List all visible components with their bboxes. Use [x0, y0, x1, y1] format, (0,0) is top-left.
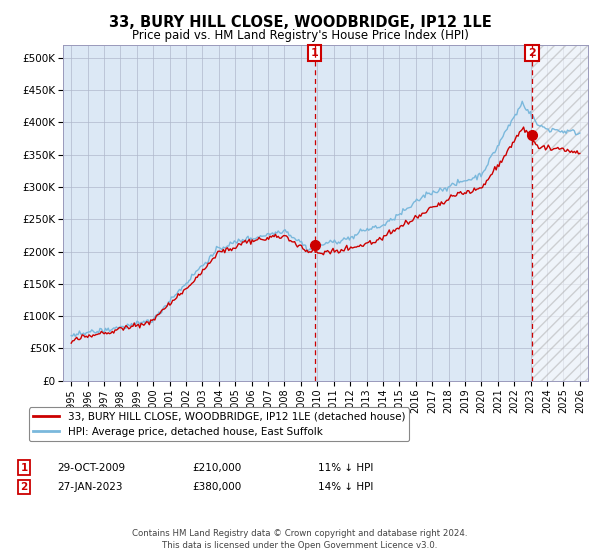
Text: 11% ↓ HPI: 11% ↓ HPI	[318, 463, 373, 473]
Bar	[532, 45, 588, 381]
Text: 1: 1	[20, 463, 28, 473]
Text: 1: 1	[311, 48, 319, 58]
Text: 14% ↓ HPI: 14% ↓ HPI	[318, 482, 373, 492]
Legend: 33, BURY HILL CLOSE, WOODBRIDGE, IP12 1LE (detached house), HPI: Average price, : 33, BURY HILL CLOSE, WOODBRIDGE, IP12 1L…	[29, 408, 409, 441]
Text: 33, BURY HILL CLOSE, WOODBRIDGE, IP12 1LE: 33, BURY HILL CLOSE, WOODBRIDGE, IP12 1L…	[109, 15, 491, 30]
Text: £380,000: £380,000	[192, 482, 241, 492]
Text: 2: 2	[528, 48, 536, 58]
Text: Price paid vs. HM Land Registry's House Price Index (HPI): Price paid vs. HM Land Registry's House …	[131, 29, 469, 42]
Bar	[532, 45, 588, 381]
Text: Contains HM Land Registry data © Crown copyright and database right 2024.
This d: Contains HM Land Registry data © Crown c…	[132, 529, 468, 550]
Text: 27-JAN-2023: 27-JAN-2023	[57, 482, 122, 492]
Text: 29-OCT-2009: 29-OCT-2009	[57, 463, 125, 473]
Text: £210,000: £210,000	[192, 463, 241, 473]
Text: 2: 2	[20, 482, 28, 492]
